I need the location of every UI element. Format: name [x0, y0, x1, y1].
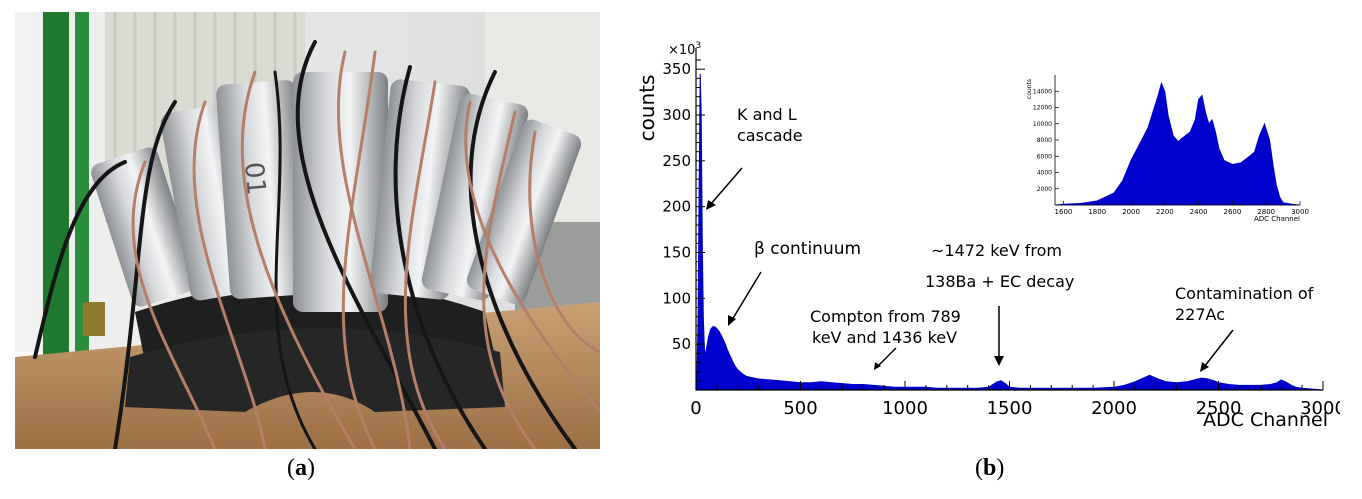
- main-plot-area: 0 500 1000 1500 2000 2500 3000 50 100 150 200 250 30…: [662, 48, 1346, 419]
- arrow-contamination: [1203, 329, 1234, 368]
- annotation-1472-kev: ~1472 keV from 138Ba + EC decay: [925, 241, 1074, 291]
- detector-photo-illustration: 01: [15, 12, 600, 449]
- x-tick-label: 3000: [1300, 398, 1340, 419]
- x-tick-label: 1500: [987, 398, 1033, 419]
- arrow-k-l: [709, 167, 743, 206]
- green-frame-left: [43, 12, 69, 372]
- y-tick-label: 250: [662, 152, 691, 170]
- inset-y-tick-label: 12000: [1033, 105, 1052, 112]
- inset-x-axis-label: ADC Channel: [1254, 215, 1300, 223]
- inset-x-tick-label: 3000: [1291, 208, 1309, 216]
- inset-x-tick-label: 1800: [1088, 208, 1106, 216]
- y-tick-label: 300: [662, 106, 691, 124]
- x-tick-label: 1000: [882, 398, 928, 419]
- inset-y-tick-label: 4000: [1037, 170, 1052, 177]
- y-tick-label: 50: [672, 335, 691, 353]
- caption-a-letter: a: [295, 455, 307, 481]
- inset-y-tick-label: 6000: [1037, 153, 1052, 160]
- x-axis-label: ADC Channel: [1203, 409, 1328, 431]
- x-tick-label: 0: [690, 398, 701, 419]
- arrow-beta: [731, 271, 762, 321]
- inset-spectrum-series: [1054, 81, 1301, 206]
- arrowhead-compton: [874, 362, 881, 370]
- arrowhead-contamination: [1200, 362, 1209, 372]
- y-tick-label: 200: [662, 198, 691, 216]
- inset-y-axis-label: counts: [1026, 79, 1033, 99]
- inset-x-tick-label: 1600: [1055, 208, 1073, 216]
- cables: [33, 40, 600, 449]
- caption-b: (b): [975, 455, 1005, 481]
- y-tick-label: 350: [662, 60, 691, 78]
- annotation-contamination: Contamination of 227Ac: [1175, 284, 1314, 324]
- inset-x-tick-label: 2400: [1190, 208, 1208, 216]
- x-tick-label: 2000: [1091, 398, 1137, 419]
- caption-a: (a): [287, 455, 315, 481]
- inset-plot: 1600 1800 2000 2200 2400 2600 2800 3000 2000 4000…: [1026, 75, 1309, 223]
- caption-b-letter: b: [983, 455, 997, 481]
- inset-y-tick-label: 14000: [1033, 88, 1052, 95]
- wall-socket: [83, 302, 105, 336]
- arrowhead-k-l: [706, 200, 716, 210]
- x-tick-label: 2500: [1196, 398, 1242, 419]
- y-multiplier: ×103: [668, 41, 701, 58]
- detector-photo: 01: [15, 12, 600, 449]
- x-tick-label: 500: [783, 398, 817, 419]
- green-frame-inner: [75, 12, 89, 352]
- y-tick-label: 100: [662, 289, 691, 307]
- arrowhead-beta: [728, 315, 736, 326]
- annotation-compton: Compton from 789 keV and 1436 keV: [810, 307, 961, 347]
- annotation-beta-continuum: β continuum: [754, 239, 861, 259]
- inset-x-tick-label: 2000: [1122, 208, 1140, 216]
- y-tick-label: 150: [662, 244, 691, 262]
- inset-y-tick-label: 8000: [1037, 137, 1052, 144]
- inset-y-tick-label: 2000: [1037, 186, 1052, 193]
- arrow-compton: [877, 347, 897, 367]
- spectrum-series: [695, 73, 1324, 391]
- y-axis-label: counts: [635, 75, 659, 142]
- inset-y-tick-label: 10000: [1033, 121, 1052, 128]
- annotation-arrows: [706, 167, 1234, 372]
- adc-spectrum-chart: counts ×103 ADC Channel 0 500 1000 1500 2000…: [630, 10, 1346, 455]
- inset-x-tick-label: 2800: [1257, 208, 1275, 216]
- inset-x-tick-label: 2200: [1156, 208, 1174, 216]
- inset-x-tick-label: 2600: [1223, 208, 1241, 216]
- chart-svg: counts ×103 ADC Channel 0 500 1000 1500 2000…: [635, 41, 1346, 431]
- arrowhead-1472: [994, 356, 1004, 366]
